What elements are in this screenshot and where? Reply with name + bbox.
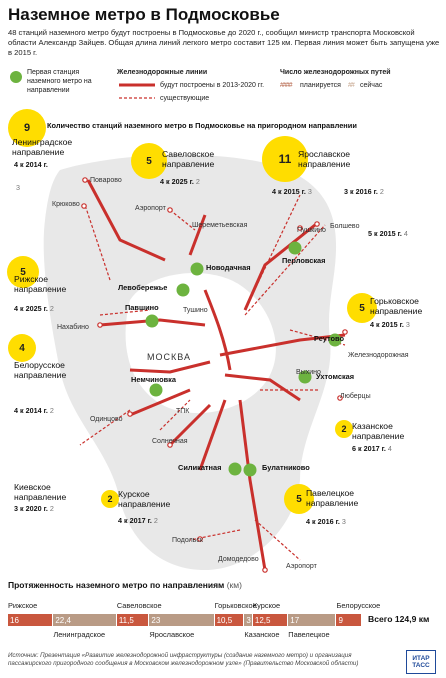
legend-tracks-planned: планируется — [300, 82, 341, 89]
length-segment: 17 — [288, 614, 336, 626]
gorky-name: Горьковское направление — [370, 296, 423, 316]
length-segment-label: Павелецкое — [288, 630, 330, 639]
first-station-marker-icon — [10, 71, 22, 83]
place-zheleznodorozhnaya: Железнодорожная — [348, 352, 409, 359]
yaroslavl-count-badge: 11 — [262, 136, 308, 182]
place-odintsovo: Одинцово — [90, 416, 123, 423]
length-segment: 3 — [244, 614, 252, 626]
place-domodedovo: Домодедово — [218, 556, 259, 563]
kursk-name: Курское направление — [118, 489, 171, 509]
page-title: Наземное метро в Подмосковье — [8, 5, 280, 24]
lengths-title: Протяженность наземного метро по направл… — [8, 580, 242, 590]
kursk-count-badge: 2 — [101, 490, 119, 508]
riga-name: Рижское направление — [14, 274, 67, 294]
yaroslavl-name: Ярославское направление — [298, 149, 351, 169]
savelovo-tracks: 4 к 2025 г. 2 — [160, 177, 200, 186]
length-segment-label: Савеловское — [116, 601, 162, 610]
place-kryukovo: Крюково — [52, 201, 80, 208]
kursk-tracks: 4 к 2017 г. 2 — [118, 516, 158, 525]
place-podolsk: Подольск — [172, 537, 203, 544]
station-bulatnikovo: Булатниково — [262, 463, 310, 472]
place-solnechnaya: Солнечная — [152, 438, 188, 445]
rail-legend-icon — [119, 83, 155, 99]
intro-text: 48 станций наземного метро будут построе… — [8, 28, 440, 57]
station-nemchinovka: Немчиновка — [131, 375, 176, 384]
place-povarovo: Поварово — [90, 177, 122, 184]
leningrad-name: Ленинградское направление — [12, 137, 73, 157]
length-segment: 16 — [8, 614, 53, 626]
map — [43, 154, 348, 573]
gorky-count-badge: 5 — [347, 293, 377, 323]
gorky-tracks: 4 к 2015 г. 3 — [370, 320, 410, 329]
length-segment-label: Горьковское — [214, 601, 257, 610]
riga-count-badge: 5 — [7, 256, 39, 288]
kazan-tracks: 6 к 2017 г. 4 — [352, 444, 392, 453]
place-tpk: ТПК — [176, 408, 190, 415]
tracks-now-icon: ## — [348, 82, 355, 89]
place-tushino: Тушино — [183, 307, 208, 314]
belarus-count-badge: 4 — [8, 334, 36, 362]
kazan-count-badge: 2 — [335, 420, 353, 438]
place-sheremetyevskaya: Шереметьевская — [192, 222, 248, 229]
station-perlovskaya: Перловская — [282, 256, 326, 265]
source-note: Источник: Презентация «Развитие железнод… — [8, 652, 359, 667]
station-novodachnaya: Новодачная — [206, 263, 251, 272]
length-segment: 11,5 — [116, 614, 149, 626]
place-bolshevo: Болшево — [330, 223, 360, 230]
tracks-planned-icon: #### — [280, 82, 293, 89]
belarus-tracks: 4 к 2014 г. 2 — [14, 406, 54, 415]
place-moscow: МОСКВА — [147, 352, 191, 362]
kiev-name: Киевское направление — [14, 482, 67, 502]
length-segment-label: Курское — [252, 601, 281, 610]
leningrad-count-badge: 9 — [8, 109, 46, 147]
place-nakhabino: Нахабино — [57, 324, 89, 331]
agency-logo: ИТАР ТАСС — [406, 650, 436, 674]
legend-first-station: Первая станция наземного метро на направ… — [27, 69, 92, 94]
length-segment: 23 — [149, 614, 214, 626]
place-vykhino: Выхино — [296, 369, 321, 376]
yaroslavl-tracks-c: 5 к 2015 г. 4 — [368, 229, 408, 238]
leningrad-tracks-now: 3 — [16, 183, 20, 192]
length-segment-label: Рижское — [8, 601, 38, 610]
station-pavshino: Павшино — [125, 303, 159, 312]
station-reutovo: Реутово — [314, 334, 344, 343]
kiev-tracks: 3 к 2020 г. 2 — [14, 504, 54, 513]
legend-rail-planned: будут построены в 2013-2020 гг. — [160, 82, 265, 89]
length-segment-label: Ярославское — [149, 630, 195, 639]
riga-tracks: 4 к 2025 г. 2 — [14, 304, 54, 313]
station-ukhtomskaya: Ухтомская — [316, 372, 355, 381]
legend-rail-title: Железнодорожные линии — [117, 69, 208, 76]
length-segment: 10,5 — [214, 614, 244, 626]
station-silikatnaya: Силикатная — [178, 463, 222, 472]
kazan-name: Казанское направление — [352, 421, 405, 441]
place-lyubertsy: Люберцы — [340, 393, 371, 400]
paveletsky-tracks: 4 к 2016 г. 3 — [306, 517, 346, 526]
legend-tracks-title: Число железнодорожных путей — [280, 69, 391, 76]
stations-note: Количество станций наземного метро в Под… — [47, 121, 357, 130]
place-airport1: Аэропорт — [135, 205, 166, 212]
length-segment: 22,4 — [53, 614, 116, 626]
lengths-total: Всего 124,9 км — [368, 614, 430, 624]
yaroslavl-tracks-a: 4 к 2015 г. 3 — [272, 187, 312, 196]
legend-rail-existing: существующие — [160, 95, 210, 102]
paveletsky-count-badge: 5 — [284, 484, 314, 514]
belarus-name: Белорусское направление — [14, 360, 67, 380]
station-levoberezhye: Левобережье — [118, 283, 168, 292]
length-segment-label: Белорусское — [336, 601, 381, 610]
yaroslavl-tracks-b: 3 к 2016 г. 2 — [344, 187, 384, 196]
length-segment: 12,5 — [252, 614, 288, 626]
savelovo-name: Савеловское направление — [162, 149, 215, 169]
paveletsky-name: Павелецкое направление — [306, 488, 359, 508]
place-airport2: Аэропорт — [286, 563, 317, 570]
length-segment-label: Ленинградское — [53, 630, 106, 639]
legend-tracks-now: сейчас — [360, 82, 383, 89]
length-segment-label: Казанское — [244, 630, 280, 639]
leningrad-tracks: 4 к 2014 г. — [14, 160, 48, 169]
length-segment: 9 — [336, 614, 361, 626]
place-pushkino: Пушкино — [297, 227, 326, 234]
savelovo-count-badge: 5 — [131, 143, 167, 179]
